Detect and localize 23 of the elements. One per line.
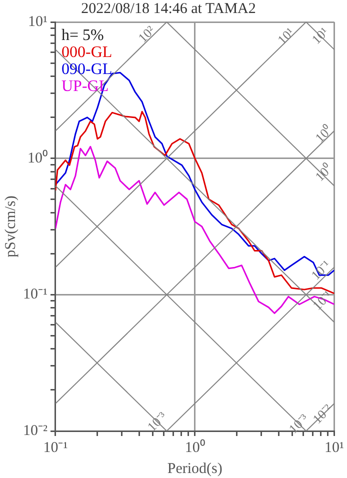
legend-title: h= 5% <box>61 27 104 44</box>
text: 000-GL <box>61 44 112 62</box>
annotation: 10⁻² <box>310 401 335 426</box>
annotation: 10⁻³ <box>286 410 312 436</box>
annotation: 10⁰ <box>312 122 336 146</box>
chart-title: 2022/08/18 14:46 at TAMA2 <box>81 0 256 17</box>
y-tick-label: 10⁻² <box>22 422 48 439</box>
y-tick-label: 10¹ <box>28 14 48 30</box>
x-tick-label: 10¹ <box>324 440 344 456</box>
x-axis-title: Period(s) <box>167 460 222 477</box>
annotation: 10¹ <box>308 24 332 47</box>
x-tick-label: 10⁻¹ <box>43 440 68 456</box>
annotation: 10⁻¹ <box>308 257 334 283</box>
annotation: 10⁻³ <box>144 408 170 434</box>
x-tick-label: 10⁰ <box>184 438 205 456</box>
series-label: 090-GL <box>61 61 112 78</box>
y-tick-label: 10⁻¹ <box>22 286 48 303</box>
annotation: 10⁻¹ <box>310 287 335 313</box>
annotation: 10¹ <box>274 24 298 48</box>
y-axis-title: pSv(cm/s) <box>2 196 19 258</box>
y-tick-label: 10⁰ <box>27 149 48 166</box>
annotation: 10² <box>135 22 158 46</box>
annotation: 10⁰ <box>312 160 336 184</box>
